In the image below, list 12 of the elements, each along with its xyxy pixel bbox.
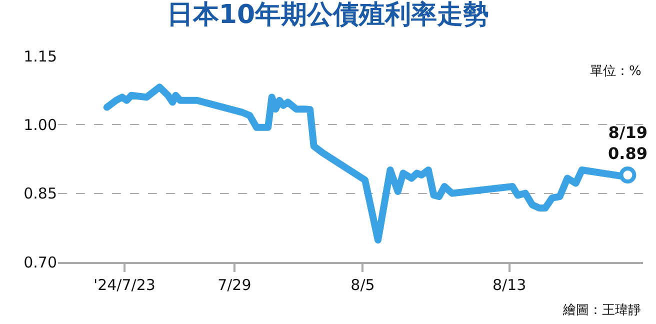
annotation: 單位：% <box>590 64 642 79</box>
y-tick-label: 1.00 <box>24 116 57 134</box>
x-tick-label: 8/5 <box>350 276 375 294</box>
x-tick-label: '24/7/23 <box>93 276 156 294</box>
x-tick-label: 8/13 <box>492 276 526 294</box>
text: 繪圖：王瑋靜 <box>562 303 641 318</box>
x-tick-label: 7/29 <box>218 276 252 294</box>
chart-title: 日本10年期公債殖利率走勢 <box>166 0 490 30</box>
y-tick-label: 1.15 <box>24 47 57 66</box>
y-tick-label: 0.70 <box>24 253 57 272</box>
y-tick-label: 0.85 <box>24 184 57 203</box>
annotation: 8/19 0.89 <box>608 123 648 163</box>
